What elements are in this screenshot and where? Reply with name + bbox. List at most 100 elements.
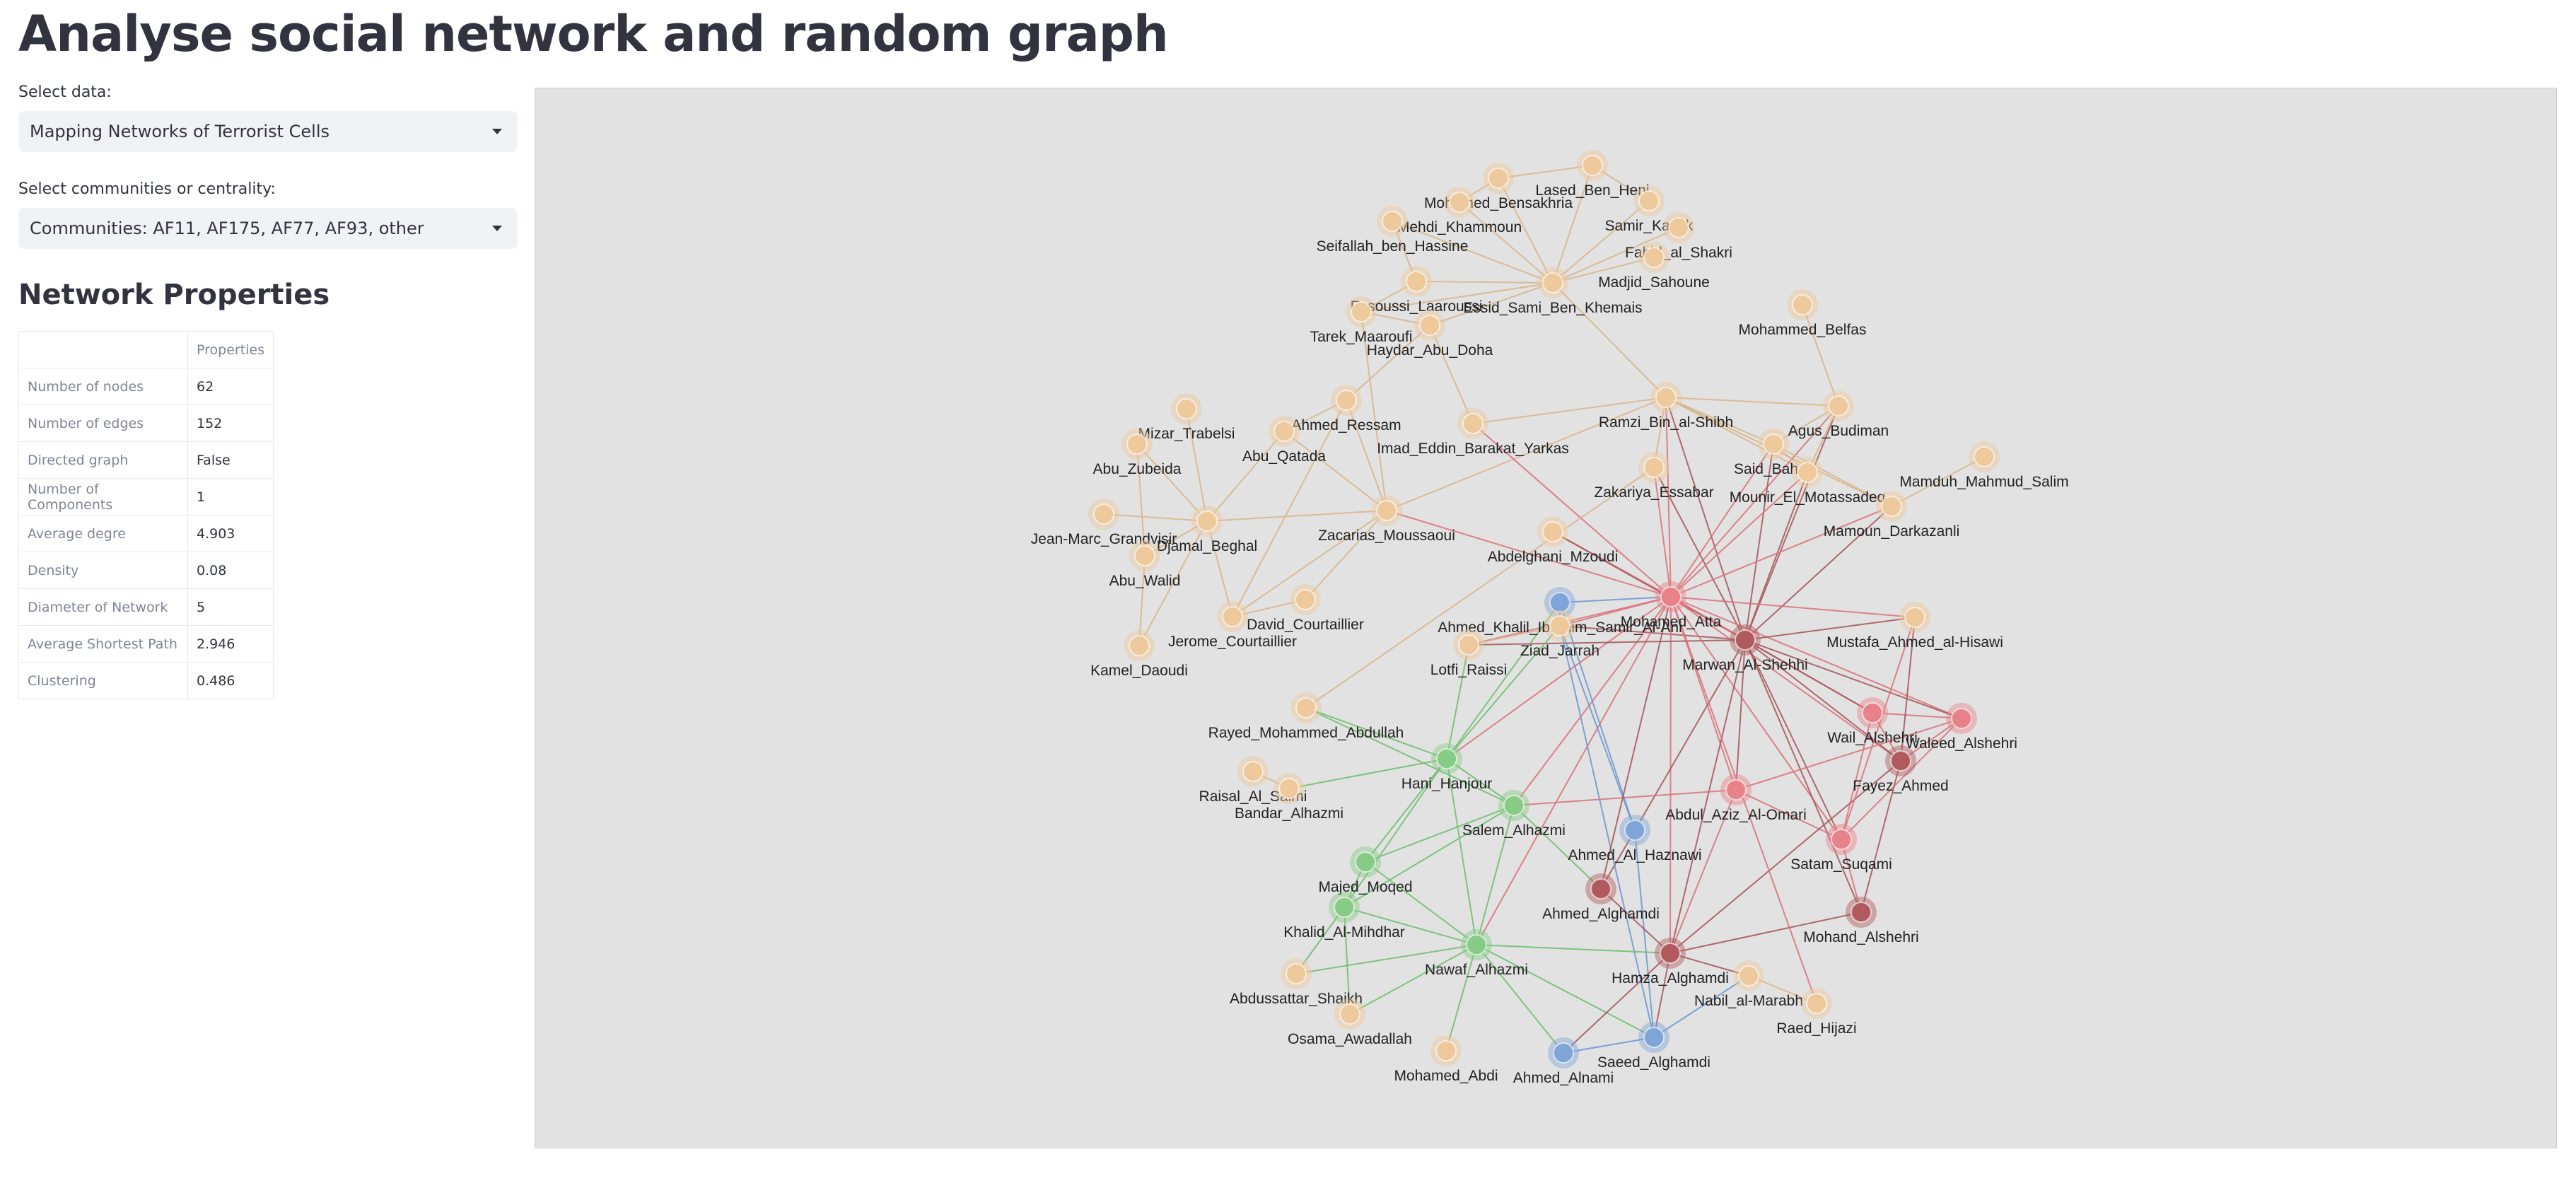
node-circle[interactable]: [1436, 748, 1457, 769]
node-circle[interactable]: [1126, 433, 1148, 455]
graph-node[interactable]: Agus_Budiman: [1788, 390, 1889, 439]
network-graph-panel[interactable]: Lased_Ben_Heni Mohamed_Bensakhria Mehdi_Kh…: [535, 88, 2557, 1148]
node-circle[interactable]: [1582, 155, 1603, 176]
graph-node[interactable]: Rayed_Mohammed_Abdullah: [1208, 692, 1404, 741]
graph-node[interactable]: Mamduh_Mahmud_Salim: [1899, 441, 2069, 490]
node-circle[interactable]: [1655, 387, 1677, 408]
node-circle[interactable]: [1890, 750, 1911, 771]
graph-node[interactable]: Zacarias_Moussaoui: [1318, 495, 1455, 544]
node-circle[interactable]: [1725, 779, 1747, 800]
mode-select[interactable]: Communities: AF11, AF175, AF77, AF93, ot…: [18, 208, 518, 249]
node-circle[interactable]: [1553, 1042, 1574, 1064]
node-circle[interactable]: [1466, 934, 1487, 955]
graph-node[interactable]: Seifallah_ben_Hassine: [1317, 206, 1469, 255]
node-circle[interactable]: [1176, 398, 1197, 419]
node-circle[interactable]: [1278, 778, 1300, 799]
node-circle[interactable]: [1763, 433, 1784, 455]
node-circle[interactable]: [1881, 496, 1902, 517]
node-circle[interactable]: [1093, 503, 1114, 525]
graph-node[interactable]: Bandar_Alhazmi: [1235, 773, 1344, 822]
graph-node[interactable]: Wail_Alshehri: [1827, 697, 1918, 746]
node-circle[interactable]: [1549, 615, 1570, 636]
graph-node[interactable]: Majed_Moqed: [1318, 846, 1413, 895]
graph-node[interactable]: Lotfi_Raissi: [1430, 629, 1508, 678]
graph-node[interactable]: Ziad_Jarrah: [1520, 610, 1599, 659]
graph-node[interactable]: David_Courtaillier: [1247, 584, 1364, 633]
graph-node[interactable]: Essoussi_Laaroussi: [1351, 266, 1483, 315]
graph-node[interactable]: Abu_Zubeida: [1093, 429, 1182, 477]
node-circle[interactable]: [1376, 500, 1397, 521]
node-circle[interactable]: [1624, 820, 1645, 841]
graph-node[interactable]: Satam_Suqami: [1790, 824, 1892, 873]
node-circle[interactable]: [1806, 993, 1827, 1014]
graph-node[interactable]: Mehdi_Khammoun: [1397, 187, 1522, 235]
node-circle[interactable]: [1458, 634, 1479, 656]
node-circle[interactable]: [1660, 586, 1682, 607]
node-circle[interactable]: [1951, 708, 1972, 729]
node-circle[interactable]: [1295, 697, 1317, 718]
graph-node[interactable]: Jean-Marc_Grandvisir: [1031, 499, 1177, 547]
graph-node[interactable]: Kamel_Daoudi: [1090, 630, 1188, 679]
graph-node[interactable]: Ahmed_Alnami: [1513, 1037, 1614, 1086]
graph-node[interactable]: Ramzi_Bin_al-Shibh: [1599, 382, 1733, 431]
node-circle[interactable]: [1792, 294, 1813, 315]
node-circle[interactable]: [1542, 521, 1563, 542]
node-circle[interactable]: [1643, 1027, 1665, 1048]
node-circle[interactable]: [1336, 390, 1357, 411]
node-circle[interactable]: [1828, 395, 1849, 417]
graph-node[interactable]: Marwan_Al-Shehhi: [1682, 624, 1808, 673]
node-circle[interactable]: [1904, 607, 1925, 628]
graph-node[interactable]: Abu_Qatada: [1242, 416, 1326, 465]
node-circle[interactable]: [1419, 315, 1440, 336]
node-circle[interactable]: [1406, 271, 1427, 292]
graph-node[interactable]: Abdul_Aziz_Al-Omari: [1665, 774, 1807, 823]
graph-node[interactable]: Osama_Awadallah: [1288, 998, 1412, 1047]
graph-node[interactable]: Nabil_al-Marabh: [1694, 960, 1803, 1009]
graph-node[interactable]: Ahmed_Ressam: [1291, 385, 1401, 433]
node-circle[interactable]: [1462, 413, 1484, 434]
node-circle[interactable]: [1735, 629, 1756, 651]
node-circle[interactable]: [1222, 606, 1243, 627]
graph-node[interactable]: Zakariya_Essabar: [1594, 452, 1714, 501]
graph-node[interactable]: Hamza_Alghamdi: [1612, 938, 1729, 986]
node-circle[interactable]: [1435, 1040, 1457, 1061]
graph-node[interactable]: Raed_Hijazi: [1776, 988, 1857, 1037]
node-circle[interactable]: [1339, 1003, 1360, 1025]
node-circle[interactable]: [1382, 211, 1403, 232]
graph-node[interactable]: Mamoun_Darkazanli: [1824, 491, 1960, 540]
graph-node[interactable]: Fayez_Ahmed: [1853, 745, 1949, 794]
graph-node[interactable]: Madjid_Sahoune: [1598, 242, 1710, 291]
node-circle[interactable]: [1286, 963, 1307, 984]
node-circle[interactable]: [1351, 301, 1372, 322]
node-circle[interactable]: [1643, 457, 1665, 478]
node-circle[interactable]: [1295, 589, 1316, 610]
node-circle[interactable]: [1449, 192, 1470, 213]
graph-node[interactable]: Tarek_Maaroufi: [1310, 296, 1413, 345]
data-select[interactable]: Mapping Networks of Terrorist Cells: [18, 111, 518, 152]
node-circle[interactable]: [1355, 851, 1376, 873]
node-circle[interactable]: [1638, 190, 1660, 211]
graph-node[interactable]: Waleed_Alshehri: [1906, 703, 2017, 752]
graph-node[interactable]: Abdussattar_Shaikh: [1230, 958, 1363, 1007]
node-circle[interactable]: [1738, 965, 1759, 986]
graph-node[interactable]: Nawaf_Alhazmi: [1425, 929, 1528, 978]
node-circle[interactable]: [1851, 902, 1872, 923]
graph-node[interactable]: Hani_Hanjour: [1401, 743, 1492, 792]
graph-node[interactable]: Essid_Sami_Ben_Khemais: [1463, 267, 1643, 316]
node-circle[interactable]: [1549, 592, 1570, 613]
graph-node[interactable]: Salem_Alhazmi: [1462, 790, 1566, 839]
graph-node[interactable]: Ahmed_Al_Haznawi: [1568, 815, 1702, 863]
graph-node[interactable]: Imad_Eddin_Barakat_Yarkas: [1377, 408, 1569, 457]
node-circle[interactable]: [1334, 897, 1355, 918]
node-circle[interactable]: [1274, 421, 1295, 442]
graph-node[interactable]: Saeed_Alghamdi: [1597, 1022, 1710, 1071]
node-circle[interactable]: [1242, 761, 1264, 782]
node-circle[interactable]: [1590, 878, 1612, 899]
node-circle[interactable]: [1542, 272, 1563, 293]
node-circle[interactable]: [1831, 829, 1852, 850]
node-circle[interactable]: [1134, 545, 1155, 566]
graph-node[interactable]: Djamal_Beghal: [1157, 506, 1257, 554]
node-circle[interactable]: [1660, 943, 1681, 964]
graph-node[interactable]: Ahmed_Alghamdi: [1542, 873, 1660, 922]
graph-node[interactable]: Mohammed_Belfas: [1739, 289, 1867, 338]
